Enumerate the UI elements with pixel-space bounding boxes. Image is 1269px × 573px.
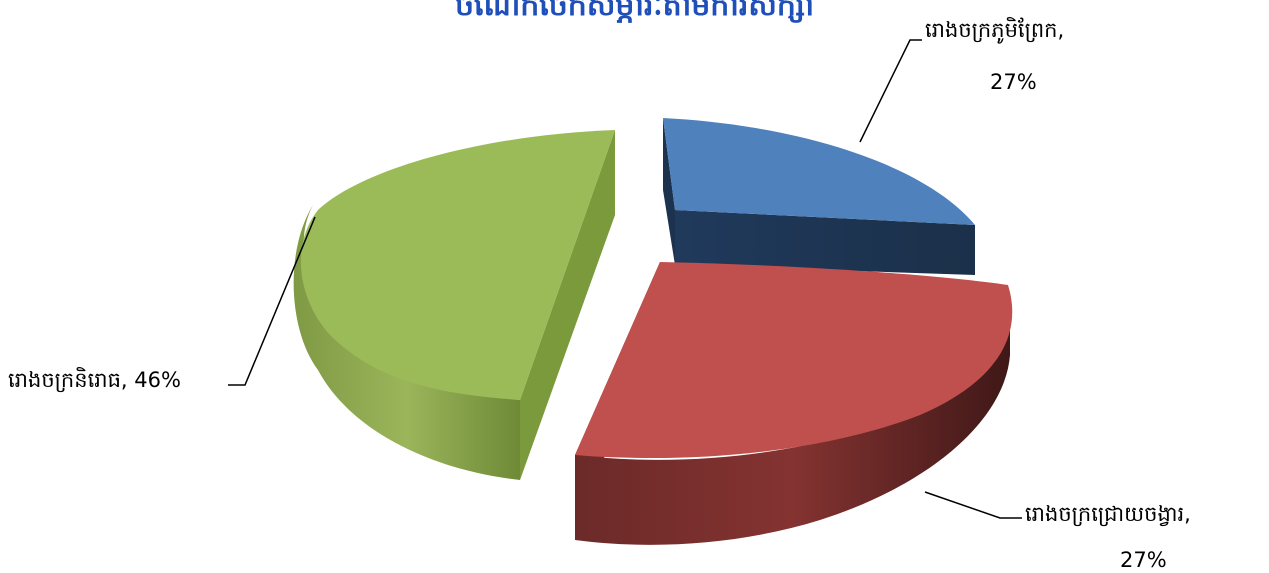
label-red-percent: 27% <box>1120 548 1167 572</box>
leader-line-blue <box>859 39 922 143</box>
slice-blue <box>663 118 975 275</box>
leader-line-green <box>228 216 316 386</box>
slice-red <box>575 262 1013 545</box>
slice-blue-top <box>663 118 975 225</box>
label-blue-name: រោងចក្រភូមិព្រែក, <box>925 18 1065 42</box>
leader-line-red <box>924 491 1022 519</box>
slice-blue-side <box>675 210 975 275</box>
label-red-name: រោងចក្រជ្រោយចង្វារ, <box>1025 502 1191 526</box>
label-green: រោងចក្រនិរោធ, 46% <box>8 368 181 392</box>
slice-red-top <box>575 262 1013 459</box>
chart-title: ចំណែកចែកសម្ភារៈតាមការសិក្សា <box>455 0 814 23</box>
slice-green-inner <box>520 130 615 480</box>
slice-green-side <box>293 205 520 480</box>
slice-blue-inner <box>663 118 675 265</box>
slice-red-side <box>575 292 1010 545</box>
label-blue-percent: 27% <box>990 70 1037 94</box>
slice-green <box>293 130 615 480</box>
slice-green-top <box>300 130 615 400</box>
